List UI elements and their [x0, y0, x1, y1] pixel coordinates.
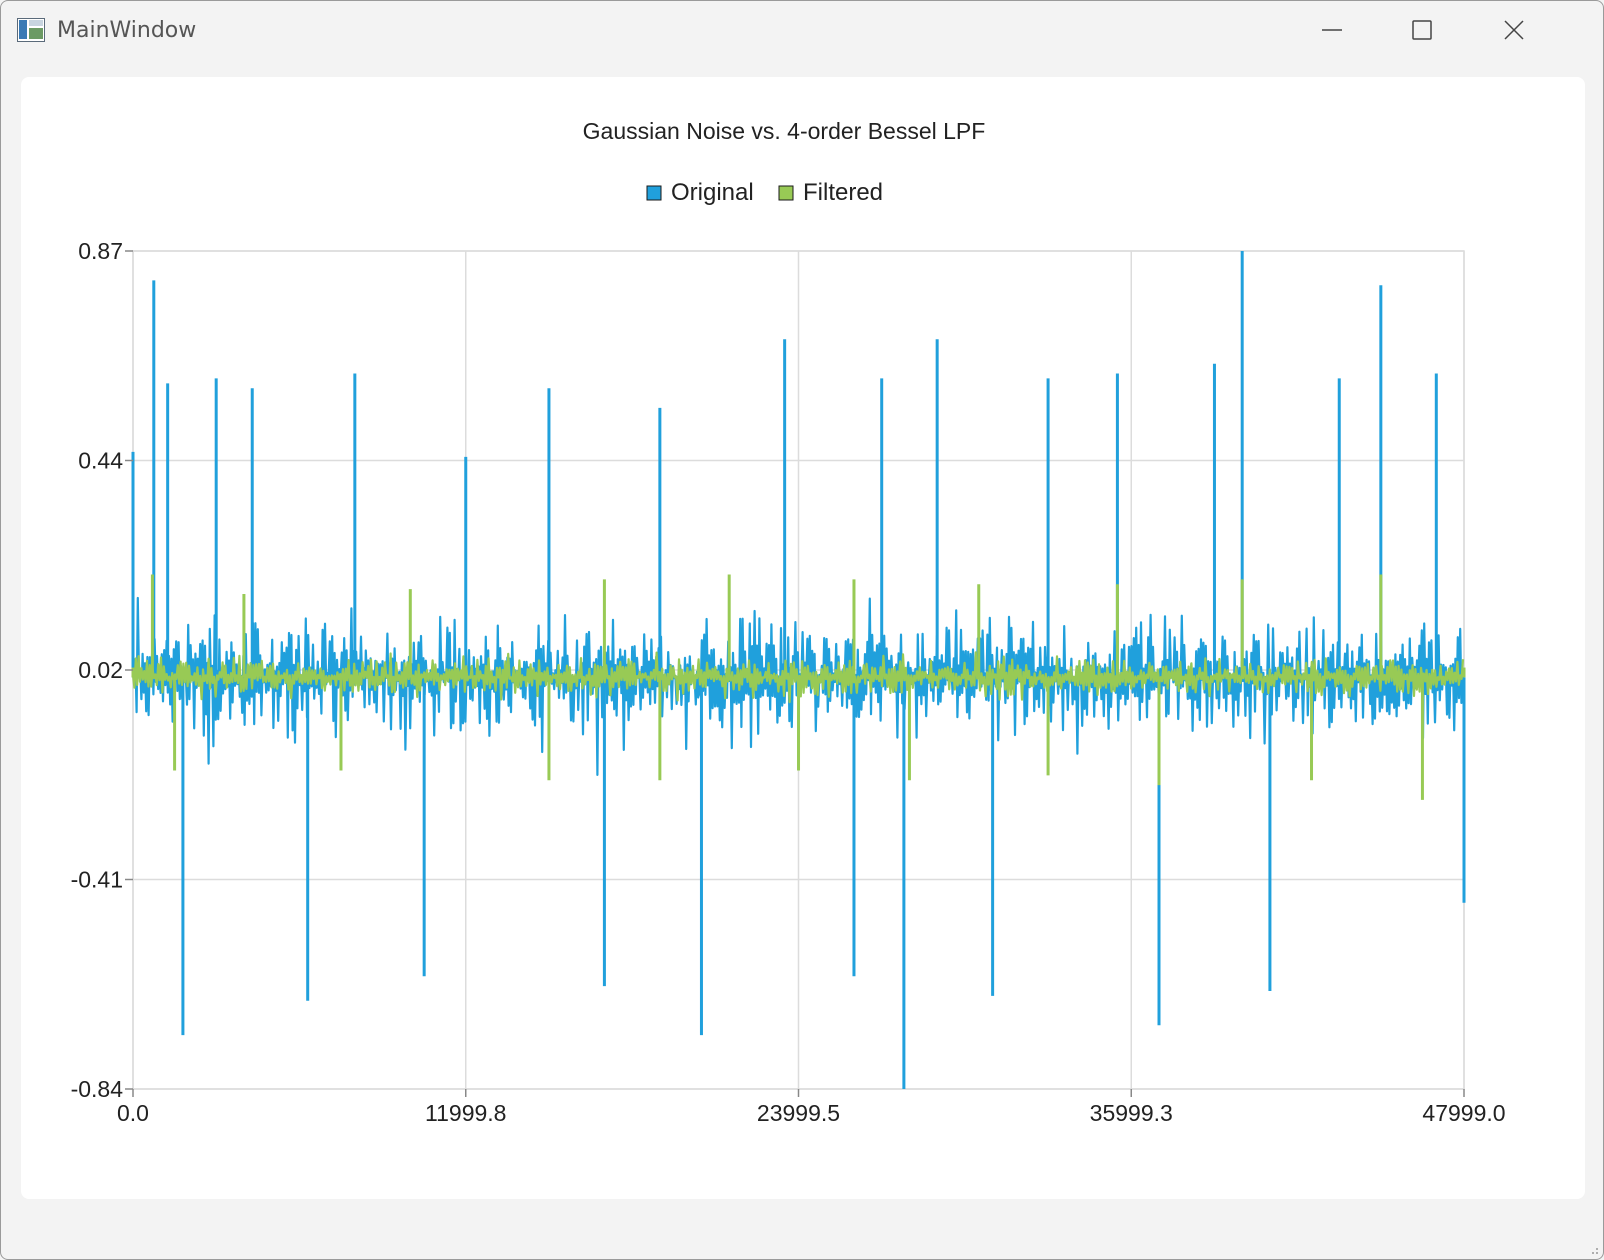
maximize-icon: [1412, 20, 1432, 40]
legend-label-original: Original: [671, 179, 754, 206]
chart-panel: Gaussian Noise vs. 4-order Bessel LPF Or…: [21, 77, 1585, 1199]
window-title: MainWindow: [57, 18, 197, 43]
x-tick-label: 23999.5: [757, 1100, 840, 1126]
y-tick-label: -0.41: [71, 867, 123, 893]
maximize-button[interactable]: [1399, 11, 1445, 51]
legend-swatch-filtered: [778, 185, 794, 201]
resize-grip-icon[interactable]: [1587, 1243, 1599, 1255]
legend-item-filtered[interactable]: Filtered: [778, 179, 883, 206]
chart-title: Gaussian Noise vs. 4-order Bessel LPF: [583, 118, 986, 144]
legend-swatch-original: [646, 185, 662, 201]
x-tick-label: 47999.0: [1422, 1100, 1505, 1126]
close-button[interactable]: [1491, 11, 1537, 51]
plot-area: [131, 251, 1466, 1089]
x-tick-label: 11999.8: [425, 1100, 506, 1126]
series-filtered: [131, 574, 1466, 800]
axes: 0.0 11999.8 23999.5 35999.3 47999.0 0.87 0.44 0…: [71, 238, 1506, 1126]
close-icon: [1504, 20, 1524, 40]
y-tick-label: 0.02: [78, 657, 123, 683]
title-bar[interactable]: MainWindow: [1, 1, 1603, 61]
chart[interactable]: Gaussian Noise vs. 4-order Bessel LPF Or…: [21, 77, 1585, 1199]
minimize-icon: [1322, 29, 1342, 31]
legend-item-original[interactable]: Original: [646, 179, 754, 206]
minimize-button[interactable]: [1309, 11, 1355, 51]
x-tick-label: 35999.3: [1090, 1100, 1173, 1126]
y-tick-label: 0.44: [78, 448, 123, 474]
legend: Original Filtered: [646, 179, 883, 206]
y-tick-label: -0.84: [71, 1076, 124, 1102]
legend-label-filtered: Filtered: [803, 179, 883, 206]
app-icon: [17, 18, 45, 42]
x-tick-label: 0.0: [117, 1100, 149, 1126]
y-tick-label: 0.87: [78, 238, 123, 264]
